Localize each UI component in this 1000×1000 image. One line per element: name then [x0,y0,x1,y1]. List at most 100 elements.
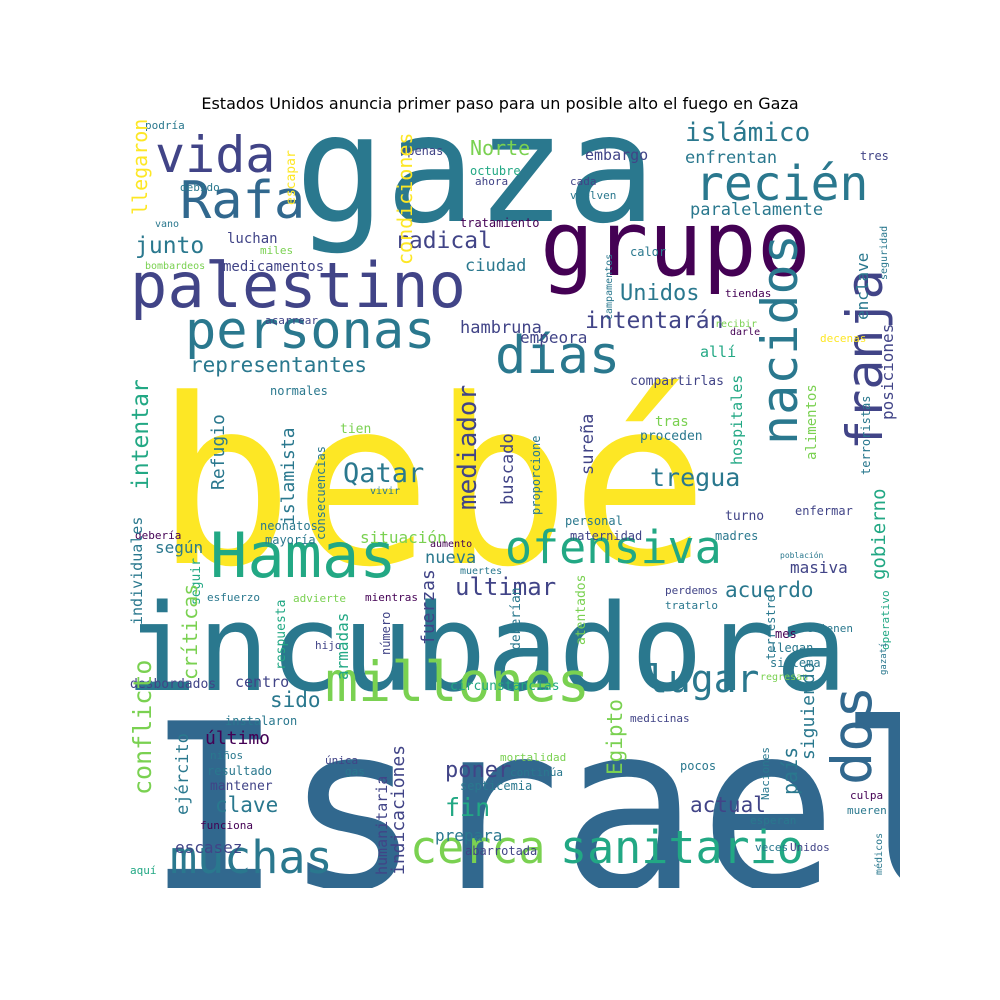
cloud-word: personal [565,514,623,528]
word-cloud: bebé Israel gaza incubadora grupo palestino Ha… [125,120,900,888]
cloud-word: armadas [333,612,352,680]
cloud-word: poner [445,758,512,783]
cloud-word: octubre [470,164,521,178]
cloud-word: advierte [293,592,346,605]
cloud-word: decenas [820,332,867,345]
cloud-word: ofensiva [505,521,722,574]
cloud-word: resultado [207,764,273,778]
cloud-word: siguiendo [798,662,819,760]
cloud-word: niños [210,749,244,762]
cloud-word: llegan [770,641,814,655]
cloud-word: muchas [170,831,333,884]
cloud-word: tratarlo [665,599,718,612]
cloud-word: conflicto [128,659,157,795]
cloud-word: atentados [574,574,589,645]
cloud-word: operativo [879,590,892,650]
cloud-word: mes [775,627,797,641]
cloud-word: mueren [847,804,887,817]
cloud-word: mediador [453,384,483,510]
cloud-word: fin [445,793,491,822]
cloud-word: tres [860,149,889,163]
cloud-word: cada [570,175,597,188]
cloud-word: gas [345,765,365,778]
cloud-word: enfrentan [685,148,778,168]
cloud-word: mantener [210,779,273,794]
cloud-word: población [780,551,824,560]
cloud-word: Unidos [620,281,700,306]
cloud-word: hambruna [460,318,542,338]
cloud-word: millones [325,650,590,714]
cloud-word: compartirlas [630,374,724,389]
cloud-word: prepara [435,826,503,845]
cloud-word: posiciones [878,323,897,420]
cloud-word: Israel [145,676,900,889]
cloud-word: campamentos [604,253,615,320]
cloud-word: clave [215,793,279,817]
cloud-word: Refugio [208,414,229,490]
cloud-word: Unidos [790,841,830,854]
cloud-word: ultimar [455,573,557,601]
cloud-word: ahora [475,175,509,188]
cloud-word: enfermar [795,504,853,518]
cloud-word: actual [690,793,766,817]
cloud-word: maternidad [570,529,643,543]
cloud-word: sistema [770,656,821,670]
cloud-word: medicamentos [223,259,325,275]
cloud-word: individuales [128,516,146,625]
cloud-word: miles [260,244,294,257]
cloud-word: veces [755,841,789,854]
cloud-word: cerca [410,821,546,874]
cloud-word: Norte [470,136,531,160]
cloud-word: intentar [128,379,154,490]
cloud-word: seguridad [879,225,890,280]
cloud-word: madres [715,529,759,543]
cloud-word: críticas [178,583,202,680]
cloud-word: embargo [585,146,649,164]
cloud-word: radical [395,228,492,254]
cloud-word: aumento [430,539,473,550]
cloud-word: escapar [284,150,299,205]
cloud-word: lugar [645,657,760,701]
cloud-word: perdemos [665,584,718,597]
cloud-word: terrestre [764,594,778,660]
cloud-word: desbordados [130,677,217,692]
cloud-word: vivir [370,486,401,497]
cloud-word: islamista [278,427,299,525]
cloud-word: calor [630,245,667,259]
cloud-word: país [778,746,802,795]
cloud-word: medicinas [630,712,690,725]
cloud-word: mientras [365,591,418,604]
cloud-word: sanitario [560,821,804,874]
cloud-word: ciudad [465,256,527,276]
cloud-word: Hamas [210,519,397,592]
cloud-word: alimentos [804,384,820,460]
cloud-word: neonatos [260,519,318,533]
cloud-word: consecuencias [314,446,328,540]
cloud-word: vuelven [570,189,617,202]
cloud-word: palestino [130,249,466,322]
cloud-word: buscado [498,433,518,505]
cloud-word: centro [235,673,290,691]
cloud-word: número [379,611,393,655]
cloud-word: gaza [295,120,657,257]
cloud-word: circunstancias [450,679,560,694]
cloud-word: tien [340,422,372,437]
cloud-word: muertes [460,566,503,577]
cloud-word: debería [135,529,182,542]
cloud-word: tratamiento [460,216,540,230]
cloud-word: grupo [540,192,811,297]
cloud-word: fuerzas [418,569,439,645]
cloud-word: abarrotada [465,844,538,858]
cloud-word: incubadora [125,580,848,719]
cloud-word: podría [145,120,185,132]
cloud-word: regresan [760,672,809,683]
cloud-word: personas [185,301,436,361]
cloud-word: Egipto [603,699,627,775]
cloud-word: continúa [510,766,563,779]
cloud-word: hijo [315,639,342,652]
cloud-word: islámico [685,120,811,148]
cloud-word: vano [155,219,180,230]
cloud-word: esperan [750,814,797,827]
cloud-word: hospitales [728,374,746,465]
cloud-word: normales [270,384,328,398]
